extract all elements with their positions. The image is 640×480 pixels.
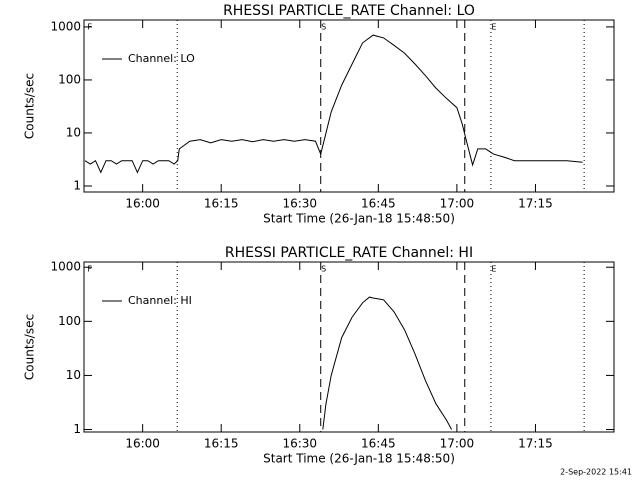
y-tick-label: 100 [58,72,81,86]
x-tick-label: 17:15 [518,437,553,451]
x-axis-label: Start Time (26-Jan-18 15:48:50) [263,212,455,226]
x-tick-label: 16:30 [282,197,317,211]
event-flag: E [491,265,496,274]
event-flag: S [321,23,326,32]
series-line [84,34,583,174]
x-tick-label: 16:00 [125,197,160,211]
y-axis-label: Counts/sec [23,314,37,380]
x-tick-label: 17:00 [440,437,475,451]
plot-frame [83,261,615,433]
event-flag: F [87,265,92,274]
y-tick-label: 1 [73,178,81,192]
y-tick-label: 10 [66,125,81,139]
series-line [322,296,453,430]
y-tick-label: 1000 [50,260,81,274]
x-tick-label: 16:30 [282,437,317,451]
x-tick-label: 16:15 [204,197,239,211]
x-tick-label: 16:15 [204,437,239,451]
event-flag: F [87,23,92,32]
x-tick-label: 17:00 [440,197,475,211]
chart-title: RHESSI PARTICLE_RATE Channel: LO [223,3,475,19]
event-flag: S [321,265,326,274]
plot-frame [83,19,615,193]
x-axis-label: Start Time (26-Jan-18 15:48:50) [263,452,455,466]
y-axis-label: Counts/sec [23,73,37,139]
legend-label: Channel: HI [128,294,192,307]
legend-label: Channel: LO [128,52,195,65]
chart-title: RHESSI PARTICLE_RATE Channel: HI [225,245,473,261]
x-tick-label: 16:45 [361,197,396,211]
footer: 2-Sep-2022 15:41 [560,468,632,477]
x-tick-label: 16:45 [361,437,396,451]
y-tick-label: 10 [66,368,81,382]
x-tick-label: 16:00 [125,437,160,451]
x-tick-label: 17:15 [518,197,553,211]
y-tick-label: 100 [58,314,81,328]
y-tick-label: 1000 [50,19,81,33]
event-flag: E [491,23,496,32]
y-tick-label: 1 [73,422,81,436]
